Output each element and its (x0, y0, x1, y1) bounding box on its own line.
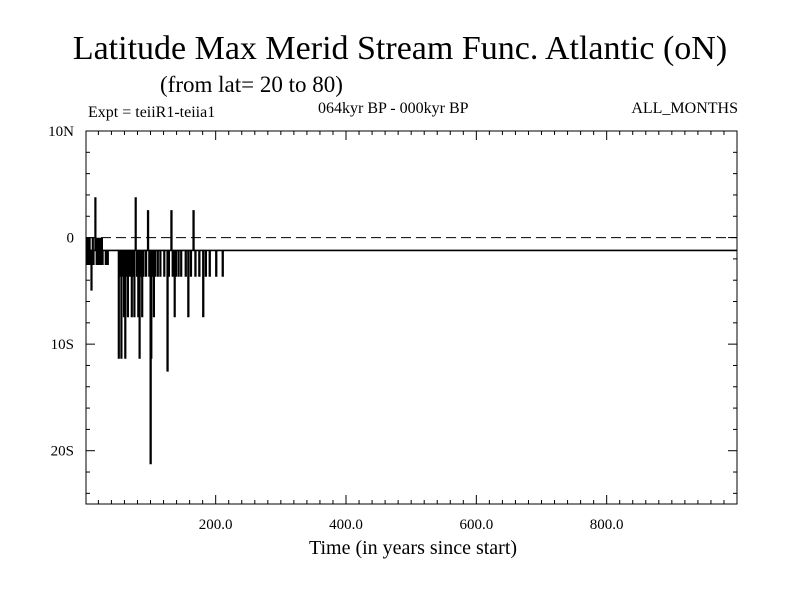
tick-layer: 200.0 400.0 600.0 800.0 10N 0 10S 20S (48, 124, 737, 533)
x-axis-label: Time (in years since start) (308, 537, 518, 559)
period-label: 064kyr BP - 000kyr BP (318, 100, 469, 117)
y-tick-label: 10N (48, 124, 74, 140)
x-tick-label: 200.0 (199, 517, 233, 533)
months-label: ALL_MONTHS (631, 100, 738, 117)
x-tick-label: 400.0 (329, 517, 363, 533)
series-layer (85, 197, 737, 465)
chart-title: Latitude Max Merid Stream Func. Atlantic… (72, 30, 728, 67)
experiment-label: Expt = teiiR1-teiia1 (88, 104, 216, 121)
y-tick-label: 10S (51, 337, 74, 353)
chart-subtitle: (from lat= 20 to 80) (160, 72, 343, 97)
x-tick-label: 800.0 (590, 517, 624, 533)
x-tick-label: 600.0 (459, 517, 493, 533)
series-line (85, 197, 737, 465)
y-tick-label: 0 (67, 231, 75, 247)
y-tick-label: 20S (51, 444, 74, 460)
plot-frame (85, 130, 738, 505)
